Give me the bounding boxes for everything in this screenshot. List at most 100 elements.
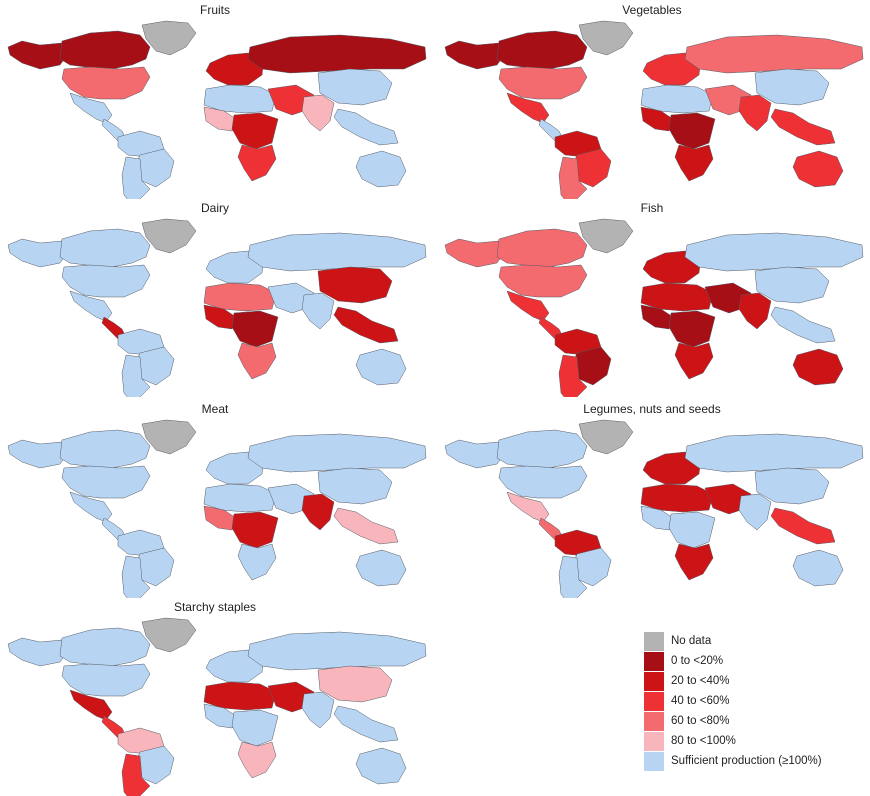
region-west-africa — [203, 703, 237, 729]
region-north-africa — [203, 282, 277, 312]
region-greenland — [141, 617, 197, 653]
region-north-africa — [640, 483, 714, 513]
region-north-africa — [640, 84, 714, 114]
region-south-america-south — [121, 555, 151, 598]
region-east-asia — [317, 665, 393, 703]
region-russia — [684, 232, 864, 272]
region-united-states — [498, 465, 588, 499]
region-east-asia — [317, 467, 393, 505]
panel-title: Dairy — [200, 201, 229, 215]
world-choropleth-map — [7, 20, 427, 199]
region-east-asia — [754, 467, 830, 505]
panel-title: Starchy staples — [173, 600, 257, 614]
world-choropleth-map — [444, 419, 864, 598]
region-russia — [247, 433, 427, 473]
map-panel-starchy-staples: Starchy staples — [0, 600, 430, 796]
region-greenland — [578, 20, 634, 56]
region-south-asia — [301, 94, 335, 132]
region-united-states — [61, 663, 151, 697]
region-europe — [205, 250, 265, 284]
legend-label: 80 to <100% — [671, 735, 736, 747]
region-central-africa — [668, 112, 716, 150]
region-russia — [247, 34, 427, 74]
legend-swatch — [644, 712, 664, 731]
legend-label: 60 to <80% — [671, 715, 730, 727]
panel-title: Meat — [201, 402, 229, 416]
legend-item-20-40: 20 to <40% — [644, 671, 864, 691]
region-central-africa — [231, 709, 279, 747]
map-panel-vegetables: Vegetables — [437, 3, 867, 199]
region-south-america-south — [558, 354, 588, 397]
region-south-america-south — [121, 156, 151, 199]
region-australia — [792, 348, 844, 386]
region-south-america-south — [558, 555, 588, 598]
legend-label: 0 to <20% — [671, 655, 724, 667]
region-united-states — [61, 465, 151, 499]
region-canada — [496, 228, 588, 268]
region-united-states — [61, 66, 151, 100]
region-greenland — [141, 419, 197, 455]
region-southeast-asia — [333, 306, 399, 344]
region-southern-africa — [237, 144, 277, 182]
region-west-africa — [640, 106, 674, 132]
region-southeast-asia — [333, 705, 399, 743]
region-canada — [496, 30, 588, 70]
region-central-africa — [231, 112, 279, 150]
panel-title: Legumes, nuts and seeds — [583, 402, 721, 416]
panel-title: Vegetables — [622, 3, 682, 17]
world-choropleth-map — [444, 20, 864, 199]
region-southeast-asia — [333, 108, 399, 146]
legend-swatch — [644, 652, 664, 671]
world-choropleth-map — [7, 617, 427, 796]
region-east-asia — [317, 266, 393, 304]
region-north-africa — [640, 282, 714, 312]
region-east-asia — [754, 68, 830, 106]
region-southeast-asia — [333, 507, 399, 545]
region-australia — [355, 549, 407, 587]
region-west-africa — [203, 304, 237, 330]
map-panel-fish: Fish — [437, 201, 867, 397]
legend-label: No data — [671, 635, 712, 647]
region-southern-africa — [674, 144, 714, 182]
panel-title: Fish — [640, 201, 664, 215]
region-southern-africa — [237, 741, 277, 779]
legend-swatch — [644, 752, 664, 771]
region-australia — [792, 549, 844, 587]
region-southeast-asia — [770, 306, 836, 344]
world-choropleth-map — [7, 419, 427, 598]
region-united-states — [61, 264, 151, 298]
region-south-asia — [738, 292, 772, 330]
region-south-america-south — [558, 156, 588, 199]
legend-item-no-data: No data — [644, 631, 864, 651]
region-north-africa — [203, 84, 277, 114]
legend-swatch — [644, 672, 664, 691]
world-choropleth-map — [444, 218, 864, 397]
region-north-africa — [203, 681, 277, 711]
region-united-states — [498, 264, 588, 298]
region-europe — [205, 649, 265, 683]
region-west-africa — [640, 505, 674, 531]
region-europe — [205, 451, 265, 485]
legend-item-sufficient: Sufficient production (≥100%) — [644, 751, 864, 771]
world-choropleth-map — [7, 218, 427, 397]
region-russia — [684, 433, 864, 473]
region-canada — [59, 30, 151, 70]
region-russia — [247, 631, 427, 671]
region-europe — [642, 451, 702, 485]
legend-item-80-100: 80 to <100% — [644, 731, 864, 751]
region-south-asia — [738, 94, 772, 132]
region-greenland — [578, 218, 634, 254]
region-central-africa — [668, 511, 716, 549]
region-west-africa — [203, 106, 237, 132]
region-east-asia — [754, 266, 830, 304]
legend-swatch — [644, 632, 664, 651]
map-panel-dairy: Dairy — [0, 201, 430, 397]
region-europe — [642, 52, 702, 86]
region-southeast-asia — [770, 507, 836, 545]
region-central-africa — [668, 310, 716, 348]
map-panel-legumes: Legumes, nuts and seeds — [437, 402, 867, 598]
legend-swatch — [644, 692, 664, 711]
region-southern-africa — [237, 342, 277, 380]
region-europe — [642, 250, 702, 284]
region-south-asia — [301, 691, 335, 729]
